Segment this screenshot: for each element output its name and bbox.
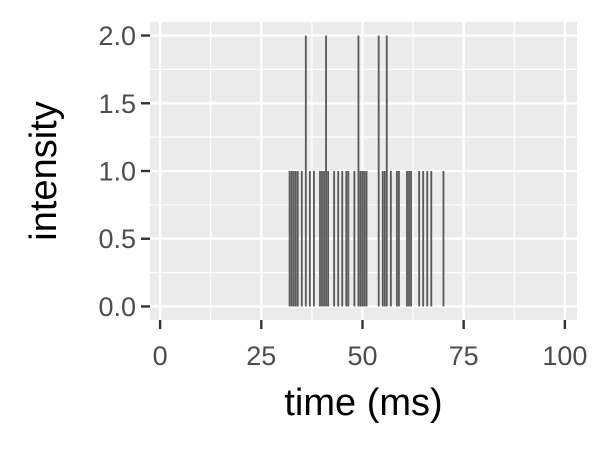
bar (353, 171, 356, 307)
bar (292, 171, 295, 307)
bar (442, 171, 445, 307)
bar (410, 171, 412, 307)
bar (385, 35, 388, 307)
y-tick-label: 1.0 (98, 157, 136, 187)
bar (290, 171, 293, 307)
bar (319, 171, 321, 307)
bar (361, 171, 364, 307)
bar (294, 171, 297, 307)
bar (300, 171, 303, 307)
bar (304, 35, 307, 307)
bar (430, 171, 433, 307)
bar (389, 171, 392, 307)
bar (422, 171, 425, 307)
bar (357, 35, 360, 307)
bar (323, 171, 325, 307)
bar (325, 35, 327, 307)
bar (359, 171, 362, 307)
y-tick-label: 1.5 (98, 89, 136, 119)
bar (363, 171, 366, 307)
y-tick-label: 0.0 (98, 292, 136, 322)
bar (383, 171, 386, 307)
bar (296, 171, 299, 307)
y-tick-label: 2.0 (98, 21, 136, 51)
bar (377, 35, 380, 307)
bar (321, 171, 323, 307)
bar (341, 171, 344, 307)
bar (327, 171, 329, 307)
x-tick-label: 25 (246, 341, 276, 371)
x-tick-label: 0 (153, 341, 168, 371)
x-axis-title: time (ms) (284, 382, 442, 424)
bar (406, 171, 408, 307)
bar (398, 171, 400, 307)
x-tick-label: 75 (449, 341, 479, 371)
y-axis: 0.0 0.5 1.0 1.5 2.0 (98, 21, 150, 322)
x-axis: 0 25 50 75 100 (153, 320, 587, 371)
bars (288, 35, 445, 307)
bar (408, 171, 410, 307)
bar (395, 171, 398, 307)
bar (288, 171, 291, 307)
bar (347, 171, 350, 307)
bar (418, 171, 421, 307)
bar (365, 171, 368, 307)
y-tick-label: 0.5 (98, 224, 136, 254)
bar (345, 171, 348, 307)
x-tick-label: 50 (347, 341, 377, 371)
bar (308, 171, 311, 307)
bar (313, 171, 315, 307)
bar (333, 171, 336, 307)
bar (426, 171, 429, 307)
y-axis-title: intensity (23, 101, 65, 240)
bar (337, 171, 340, 307)
x-tick-label: 100 (542, 341, 587, 371)
bar (381, 171, 384, 307)
